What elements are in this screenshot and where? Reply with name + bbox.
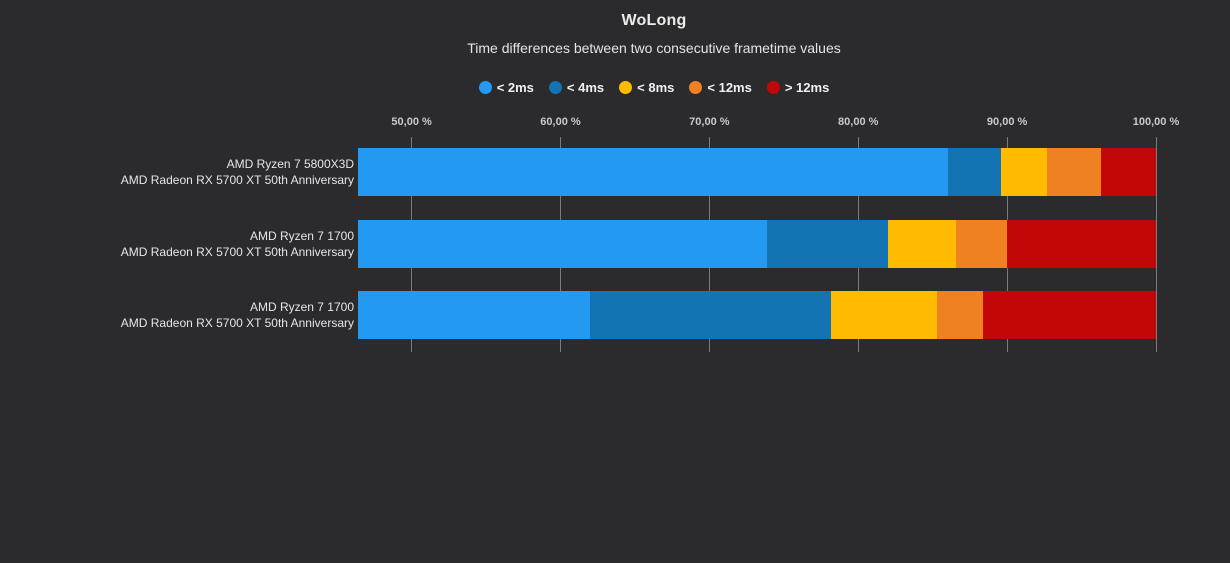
chart-legend: < 2ms < 4ms < 8ms < 12ms > 12ms [78,79,1230,95]
legend-swatch-icon [766,80,780,94]
bar-segment-lt-4ms [947,148,1002,196]
bar-segment-lt-2ms [358,291,591,339]
chart-title: WoLong [621,12,687,29]
gridline-100 [1155,137,1157,352]
x-tick-label-90: 90,00 % [986,116,1028,128]
category-line: AMD Ryzen 7 1700 [249,229,354,243]
chart-subtitle: Time differences between two consecutive… [467,40,841,56]
legend-item-lt-2ms: < 2ms [478,79,534,95]
x-tick-label-70: 70,00 % [689,116,730,128]
category-label-0: AMD Ryzen 7 5800X3D AMD Radeon RX 5700 XT… [0,156,354,188]
category-label-2: AMD Ryzen 7 1700 AMD Radeon RX 5700 XT 50… [0,299,354,331]
x-tick-label-50: 50,00 % [391,116,432,128]
bar-segment-lt-12ms [1047,148,1101,196]
category-line: AMD Ryzen 7 5800X3D [226,157,354,171]
bar-segment-gt-12ms [1100,148,1156,196]
bar-segment-lt-2ms [358,148,948,196]
legend-swatch-icon [548,80,562,94]
bar-row-0 [358,148,1156,196]
bar-segment-lt-8ms [1001,148,1048,196]
bar-segment-lt-8ms [831,291,938,339]
category-label-1: AMD Ryzen 7 1700 AMD Radeon RX 5700 XT 50… [0,228,354,260]
bar-segment-lt-4ms [590,291,832,339]
bar-row-1 [358,220,1156,268]
legend-swatch-icon [689,80,703,94]
legend-item-lt-12ms: < 12ms [689,79,752,95]
x-tick-label-100: 100,00 % [1132,116,1180,128]
category-line: AMD Radeon RX 5700 XT 50th Anniversary [120,245,354,259]
legend-item-label: < 2ms [496,79,534,95]
bar-segment-lt-12ms [956,220,1008,268]
legend-swatch-icon [478,80,492,94]
legend-item-lt-4ms: < 4ms [548,79,605,95]
bar-segment-lt-12ms [937,291,984,339]
category-line: AMD Ryzen 7 1700 [249,300,354,314]
x-tick-label-80: 80,00 % [838,116,879,128]
bar-segment-lt-8ms [887,220,957,268]
legend-item-label: < 8ms [637,79,675,95]
legend-item-label: < 12ms [707,79,752,95]
legend-item-lt-8ms: < 8ms [619,80,674,95]
bar-row-2 [358,291,1156,339]
bar-segment-lt-4ms [767,220,888,268]
legend-swatch-icon [619,80,633,94]
bar-segment-lt-2ms [358,220,768,268]
category-line: AMD Radeon RX 5700 XT 50th Anniversary [120,173,354,187]
legend-item-gt-12ms: > 12ms [766,79,830,95]
legend-item-label: > 12ms [784,79,830,95]
category-line: AMD Radeon RX 5700 XT 50th Anniversary [120,316,354,330]
legend-item-label: < 4ms [566,79,605,95]
chart-header: WoLong Time differences between two cons… [78,12,1230,56]
bar-segment-gt-12ms [983,291,1156,339]
x-tick-label-60: 60,00 % [540,116,581,128]
bar-segment-gt-12ms [1007,220,1156,268]
